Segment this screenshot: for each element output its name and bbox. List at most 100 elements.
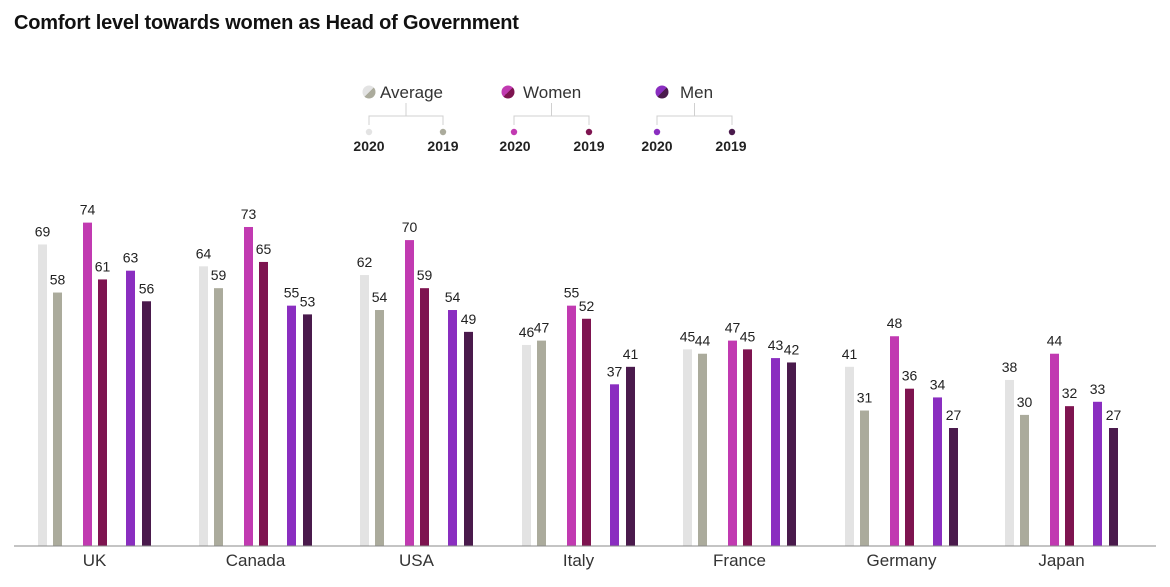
value-label-uk-men-2019: 56 [139, 280, 155, 296]
value-label-usa-women-2019: 59 [417, 267, 433, 283]
chart-title: Comfort level towards women as Head of G… [14, 12, 519, 34]
value-label-germany-average-2020: 41 [842, 346, 858, 362]
value-label-usa-average-2020: 62 [357, 254, 373, 270]
value-label-canada-average-2019: 59 [211, 267, 227, 283]
bar-italy-average-2019 [537, 340, 546, 546]
value-label-france-men-2019: 42 [784, 341, 800, 357]
bar-usa-women-2020 [405, 240, 414, 546]
value-label-germany-men-2020: 34 [930, 376, 946, 392]
value-label-france-average-2020: 45 [680, 328, 696, 344]
bar-italy-men-2020 [610, 384, 619, 546]
bar-france-men-2019 [787, 362, 796, 546]
bar-japan-average-2019 [1020, 414, 1029, 546]
bar-france-women-2020 [728, 340, 737, 546]
bar-france-women-2019 [743, 349, 752, 546]
category-label-uk: UK [83, 551, 107, 570]
value-label-italy-men-2020: 37 [607, 363, 623, 379]
value-label-japan-women-2019: 32 [1062, 385, 1078, 401]
category-label-germany: Germany [867, 551, 937, 570]
bar-canada-men-2019 [303, 314, 312, 546]
value-label-germany-men-2019: 27 [946, 407, 962, 423]
legend-bracket-women [513, 103, 590, 125]
bar-usa-men-2020 [448, 310, 457, 546]
value-label-japan-average-2019: 30 [1017, 394, 1033, 410]
legend-dot-men-2019 [728, 128, 736, 136]
bar-usa-women-2019 [420, 288, 429, 546]
value-label-uk-average-2019: 58 [50, 272, 66, 288]
bar-uk-women-2019 [98, 279, 107, 546]
legend-label-women: Women [523, 83, 581, 102]
category-label-japan: Japan [1038, 551, 1084, 570]
value-label-uk-women-2020: 74 [80, 202, 96, 218]
bar-uk-women-2020 [83, 222, 92, 546]
bar-japan-men-2019 [1109, 428, 1118, 546]
value-label-japan-average-2020: 38 [1002, 359, 1018, 375]
legend-swatch-women [501, 85, 515, 99]
value-label-germany-average-2019: 31 [857, 390, 873, 406]
value-label-france-average-2019: 44 [695, 333, 711, 349]
bar-usa-average-2019 [375, 310, 384, 546]
bar-japan-women-2019 [1065, 406, 1074, 546]
legend-dot-average-2020 [365, 128, 373, 136]
value-label-usa-men-2019: 49 [461, 311, 477, 327]
bar-italy-men-2019 [626, 366, 635, 546]
bars [38, 222, 1118, 547]
value-label-france-women-2019: 45 [740, 328, 756, 344]
bar-italy-average-2020 [522, 344, 531, 546]
value-label-usa-women-2020: 70 [402, 219, 418, 235]
legend-label-men: Men [680, 83, 713, 102]
bar-france-men-2020 [771, 358, 780, 546]
legend-year-women-2019: 2019 [573, 138, 604, 154]
legend-bracket-average [368, 103, 444, 125]
value-label-uk-men-2020: 63 [123, 250, 139, 266]
value-label-germany-women-2020: 48 [887, 315, 903, 331]
value-label-canada-men-2020: 55 [284, 285, 300, 301]
bar-canada-men-2020 [287, 305, 296, 546]
bar-germany-women-2020 [890, 336, 899, 546]
value-label-canada-men-2019: 53 [300, 293, 316, 309]
legend-swatch-men [655, 85, 669, 99]
value-label-italy-men-2019: 41 [623, 346, 639, 362]
bar-japan-women-2020 [1050, 353, 1059, 546]
bar-france-average-2020 [683, 349, 692, 546]
bar-germany-average-2020 [845, 366, 854, 546]
value-label-germany-women-2019: 36 [902, 368, 918, 384]
bar-japan-average-2020 [1005, 379, 1014, 546]
legend-dot-men-2020 [653, 128, 661, 136]
value-label-uk-average-2020: 69 [35, 223, 51, 239]
legend-dot-women-2020 [510, 128, 518, 136]
bar-france-average-2019 [698, 353, 707, 546]
bar-uk-average-2019 [53, 292, 62, 546]
legend-dot-women-2019 [585, 128, 593, 136]
value-label-uk-women-2019: 61 [95, 258, 111, 274]
value-label-japan-women-2020: 44 [1047, 333, 1063, 349]
bar-germany-women-2019 [905, 388, 914, 546]
value-labels: 69 64 62 46 45 41 38 58 59 54 47 44 31 30 74 73 70 55 47 48… [35, 202, 1122, 423]
legend-label-average: Average [380, 83, 443, 102]
bar-germany-men-2020 [933, 397, 942, 546]
category-label-usa: USA [399, 551, 435, 570]
legend-swatch-average [362, 85, 376, 99]
bar-canada-women-2019 [259, 261, 268, 546]
value-label-france-men-2020: 43 [768, 337, 784, 353]
legend-bracket-men [656, 103, 733, 125]
category-label-france: France [713, 551, 766, 570]
value-label-canada-women-2020: 73 [241, 206, 257, 222]
legend-year-average-2019: 2019 [427, 138, 458, 154]
value-label-canada-average-2020: 64 [196, 245, 212, 261]
value-label-usa-men-2020: 54 [445, 289, 461, 305]
value-label-italy-average-2019: 47 [534, 320, 550, 336]
bar-usa-men-2019 [464, 331, 473, 546]
bar-japan-men-2020 [1093, 401, 1102, 546]
value-label-canada-women-2019: 65 [256, 241, 272, 257]
category-labels: UK Canada USA Italy France Germany Japan [83, 551, 1085, 570]
bar-uk-men-2019 [142, 301, 151, 546]
value-label-italy-average-2020: 46 [519, 324, 535, 340]
bar-italy-women-2019 [582, 318, 591, 546]
legend-year-women-2020: 2020 [499, 138, 530, 154]
bar-canada-women-2020 [244, 226, 253, 547]
bar-uk-average-2020 [38, 244, 47, 546]
legend-year-average-2020: 2020 [353, 138, 384, 154]
value-label-japan-men-2020: 33 [1090, 381, 1106, 397]
